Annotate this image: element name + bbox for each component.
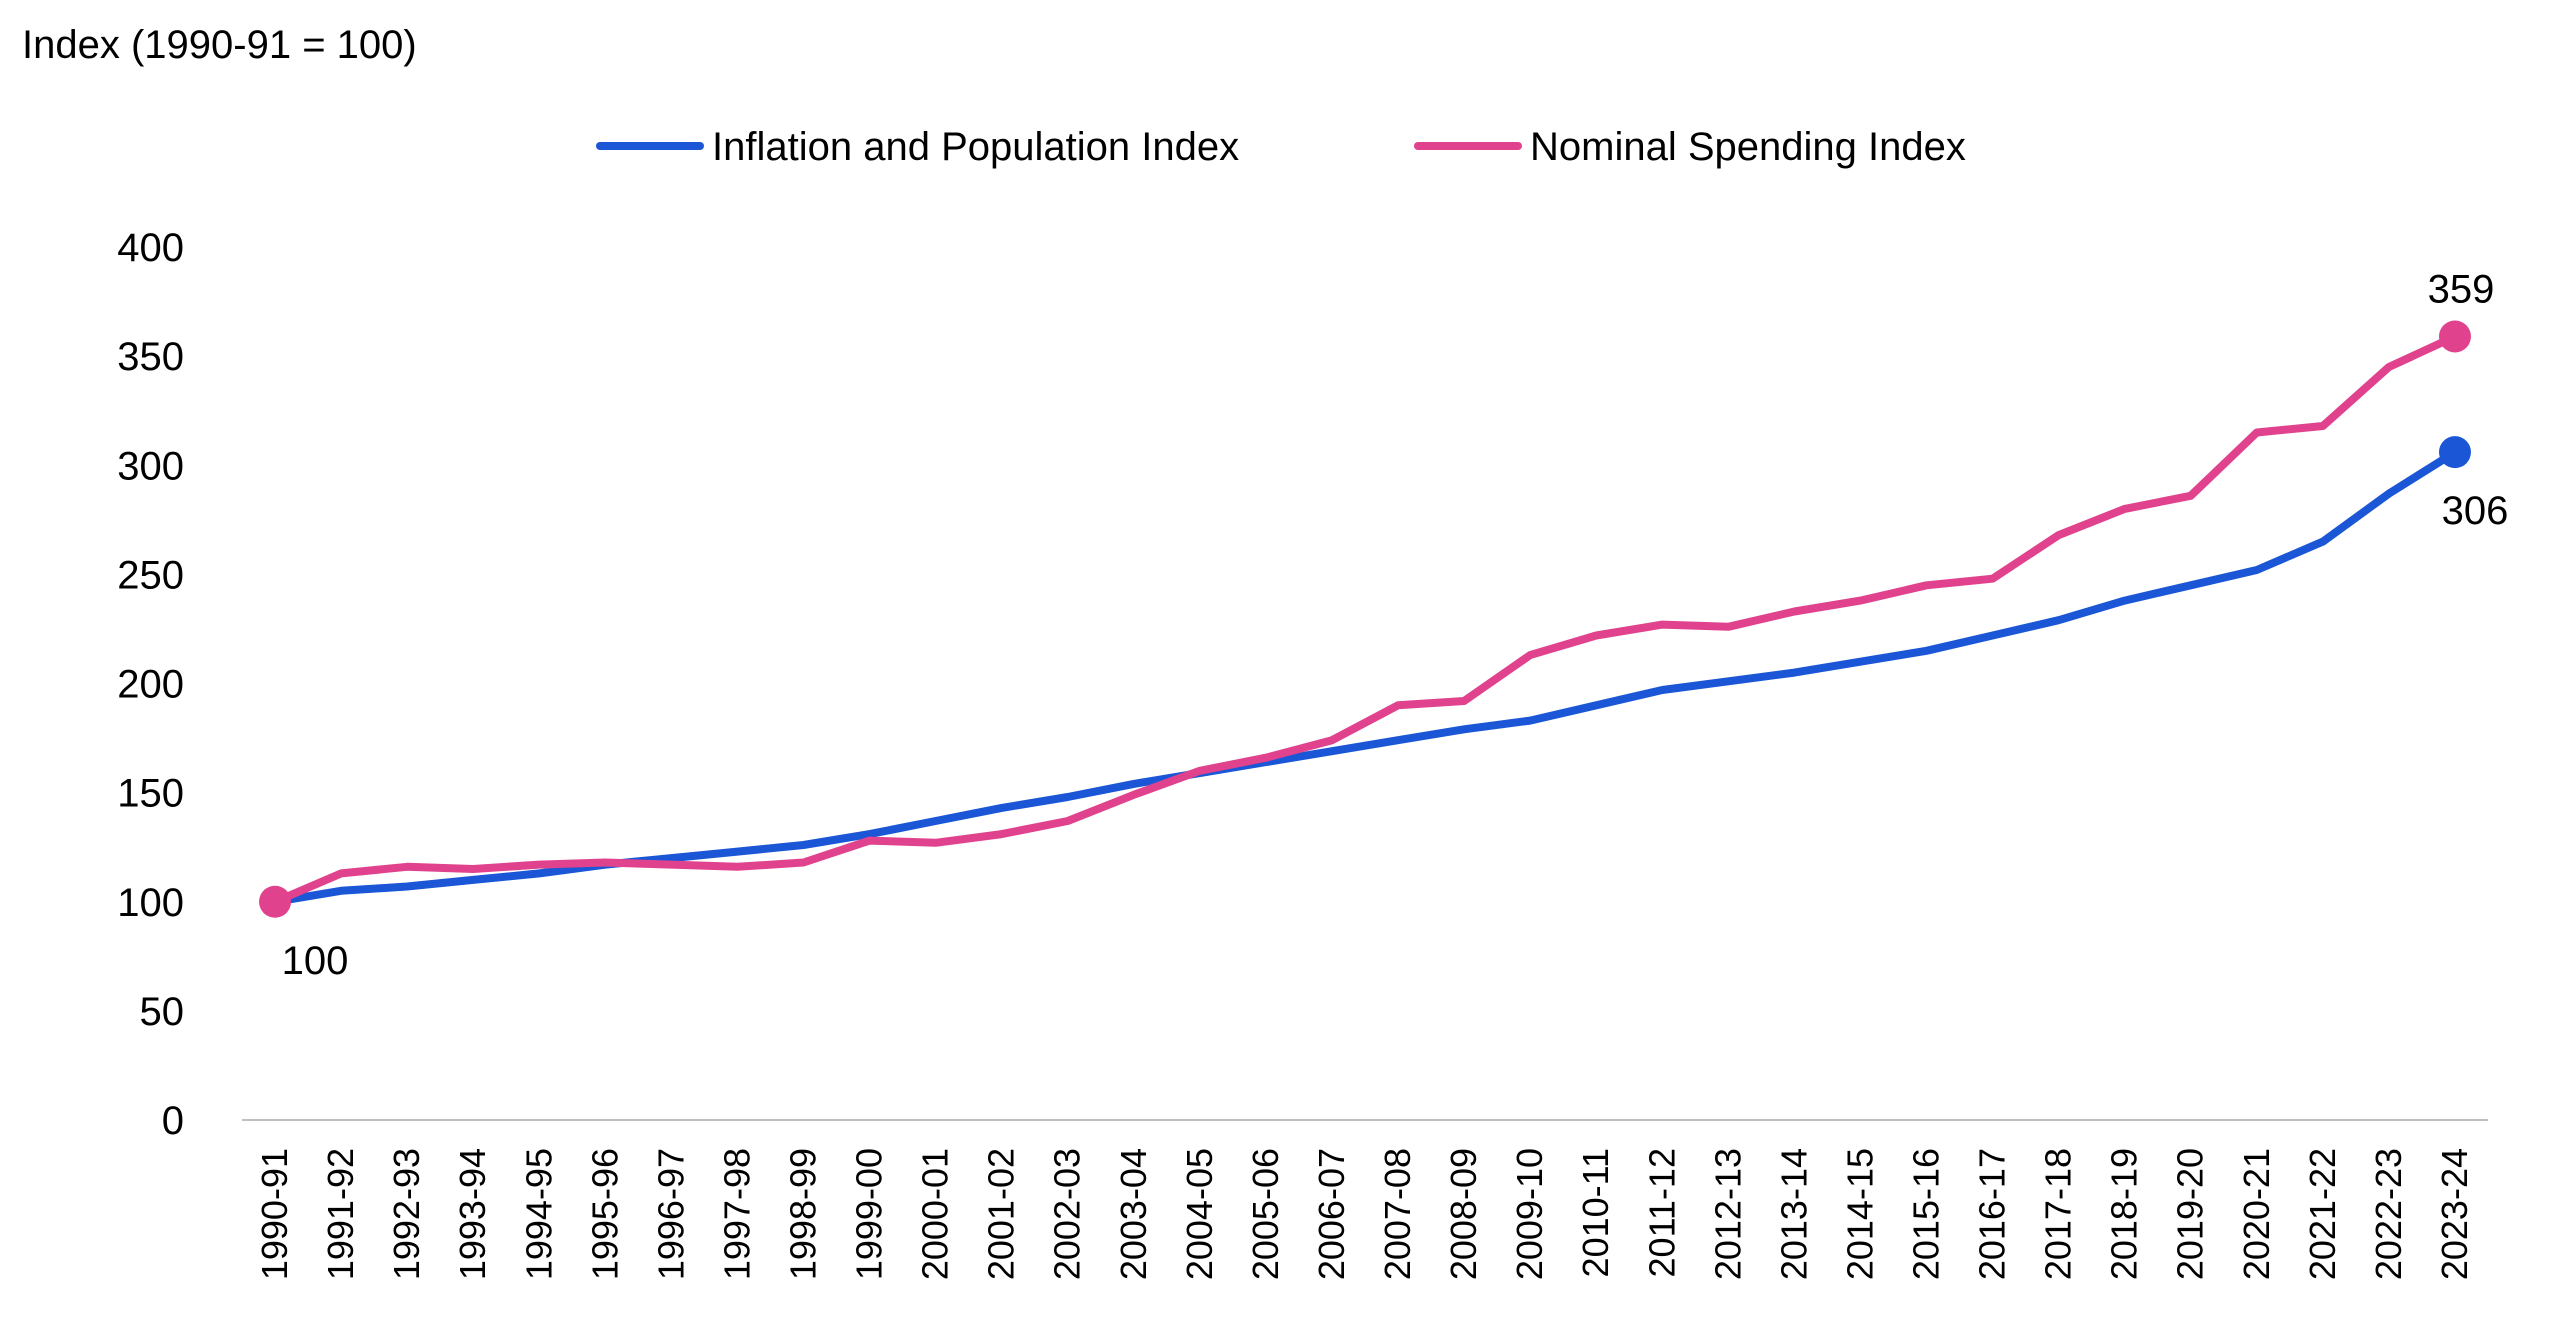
series-line-nominal-spending xyxy=(271,332,2459,906)
x-tick-label: 1992-93 xyxy=(386,1148,427,1280)
x-tick-label: 2016-17 xyxy=(1972,1148,2013,1280)
y-axis-title: Index (1990-91 = 100) xyxy=(22,23,417,67)
end-marker-nominal xyxy=(2438,320,2471,353)
x-tick-label: 2014-15 xyxy=(1839,1148,1880,1280)
x-tick-label: 2002-03 xyxy=(1047,1148,1088,1280)
x-tick-label: 1991-92 xyxy=(320,1148,361,1280)
data-label-inflation-end: 306 xyxy=(2442,489,2509,533)
legend-label: Inflation and Population Index xyxy=(712,125,1239,169)
x-tick-label: 2021-22 xyxy=(2302,1148,2343,1280)
y-tick-label: 200 xyxy=(117,663,184,707)
y-tick-label: 250 xyxy=(117,553,184,597)
series-layer xyxy=(271,332,2459,906)
x-tick-label: 2007-08 xyxy=(1377,1148,1418,1280)
legend-item: Inflation and Population Index xyxy=(596,125,1239,169)
x-tick-label: 2000-01 xyxy=(915,1148,956,1280)
x-tick-label: 2013-14 xyxy=(1773,1148,1814,1280)
y-tick-label: 350 xyxy=(117,335,184,379)
markers-layer xyxy=(259,320,2471,918)
x-tick-label: 2005-06 xyxy=(1245,1148,1286,1280)
legend-label: Nominal Spending Index xyxy=(1530,125,1966,169)
x-tick-label: 1995-96 xyxy=(584,1148,625,1280)
x-tick-label: 2008-09 xyxy=(1443,1148,1484,1280)
y-tick-label: 300 xyxy=(117,444,184,488)
y-tick-label: 0 xyxy=(162,1099,184,1143)
end-marker-inflation xyxy=(2438,436,2471,469)
x-tick-label: 2022-23 xyxy=(2368,1148,2409,1280)
x-tick-label: 1996-97 xyxy=(650,1148,691,1280)
x-tick-label: 2023-24 xyxy=(2434,1148,2475,1280)
x-tick-label: 2012-13 xyxy=(1707,1148,1748,1280)
x-tick-label: 2001-02 xyxy=(981,1148,1022,1280)
y-tick-label: 100 xyxy=(117,881,184,925)
x-tick-label: 2018-19 xyxy=(2104,1148,2145,1280)
data-labels: 359 306 100 xyxy=(282,267,2509,982)
x-tick-label: 1990-91 xyxy=(254,1148,295,1280)
x-tick-label: 1999-00 xyxy=(849,1148,890,1280)
data-label-start: 100 xyxy=(282,939,349,983)
x-tick-label: 1993-94 xyxy=(452,1148,493,1280)
x-tick-label: 2010-11 xyxy=(1575,1148,1616,1277)
x-tick-label: 2015-16 xyxy=(1906,1148,1947,1280)
legend-item: Nominal Spending Index xyxy=(1414,125,1966,169)
x-tick-label: 2006-07 xyxy=(1311,1148,1352,1280)
x-tick-label: 2017-18 xyxy=(2038,1148,2079,1280)
x-tick-label: 1997-98 xyxy=(716,1148,757,1280)
data-label-nominal-end: 359 xyxy=(2428,267,2495,311)
y-tick-label: 50 xyxy=(140,990,185,1034)
start-marker-nominal xyxy=(259,885,292,918)
x-tick-label: 2009-10 xyxy=(1509,1148,1550,1280)
y-axis: 0 50 100 150 200 250 300 350 400 xyxy=(117,226,184,1143)
x-axis: 1990-91 1991-92 1992-93 1993-94 1994-95 1995-… xyxy=(242,1119,2488,1280)
x-tick-label: 2011-12 xyxy=(1641,1148,1682,1277)
legend: Inflation and Population Index Nominal Sp… xyxy=(596,125,1966,169)
x-tick-label: 2019-20 xyxy=(2170,1148,2211,1280)
x-tick-label: 1994-95 xyxy=(518,1148,559,1280)
x-tick-label: 1998-99 xyxy=(783,1148,824,1280)
y-tick-label: 400 xyxy=(117,226,184,270)
x-tick-label: 2004-05 xyxy=(1179,1148,1220,1280)
x-tick-label: 2020-21 xyxy=(2236,1148,2277,1280)
y-tick-label: 150 xyxy=(117,772,184,816)
series-line-inflation-population xyxy=(271,448,2459,906)
x-tick-label: 2003-04 xyxy=(1113,1148,1154,1280)
